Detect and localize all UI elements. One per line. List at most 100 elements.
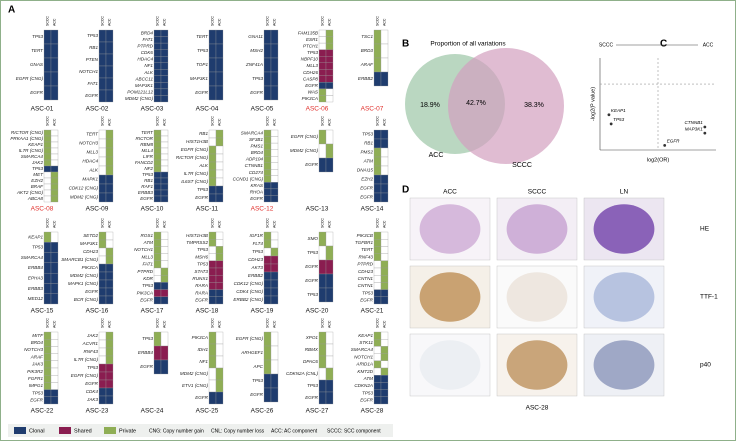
column-header: ACC (217, 220, 221, 228)
mutation-cell (43, 339, 52, 347)
mutation-cell (43, 85, 52, 101)
mutation-cell (380, 260, 389, 269)
mutation-cell (380, 183, 389, 194)
mutation-cell (380, 156, 389, 167)
venn-set-label: ACC (429, 152, 444, 159)
mutation-cell (380, 289, 389, 297)
mutation-cell (98, 363, 107, 373)
mutation-cell (153, 29, 162, 37)
mutation-cell (270, 255, 279, 265)
mutation-cell (160, 129, 169, 137)
point (609, 122, 613, 126)
mutation-cell (208, 137, 217, 147)
mutation-cell (270, 175, 279, 183)
gene-label: TP53 (197, 247, 208, 252)
mutation-cell (153, 165, 162, 173)
gene-label: EGFR (305, 83, 318, 88)
gene-label: FANCD2 (135, 160, 153, 165)
mutation-cell (318, 49, 327, 57)
mutation-cell (153, 331, 162, 347)
mutation-cell (373, 260, 382, 269)
mutation-cell (105, 387, 114, 397)
mutation-cell (380, 267, 389, 276)
mutation-cell (215, 145, 224, 155)
gene-label: EGFR (360, 298, 373, 303)
mutation-cell (318, 379, 327, 393)
mutation-cell (263, 287, 272, 297)
mutation-cell (50, 159, 59, 167)
gene-label: STAT3 (194, 269, 208, 274)
mutation-cell (105, 138, 114, 149)
point (703, 125, 707, 129)
gene-label: PTCH1 (303, 44, 319, 49)
mutation-cell (208, 267, 217, 276)
mutation-cell (98, 395, 107, 405)
gene-label: CDK6 (141, 50, 154, 55)
mutation-cell (98, 174, 107, 185)
mutation-cell (50, 177, 59, 185)
gene-label: JAK3 (86, 397, 98, 402)
mutation-cell (380, 360, 389, 369)
tissue (593, 204, 655, 254)
gene-label: KRAS (250, 183, 263, 188)
column-header: SCCC (265, 116, 269, 126)
mutation-cell (208, 289, 217, 297)
mutation-cell (43, 153, 52, 161)
patient-label: ASC-25 (196, 408, 219, 415)
mutation-cell (380, 43, 389, 59)
mutation-cell (43, 367, 52, 376)
mutation-cell (160, 42, 169, 50)
gene-label: ARHGEF1 (240, 350, 263, 355)
gene-label: EGFR (140, 196, 153, 201)
mutation-cell (98, 89, 107, 103)
gene-label: CASP8 (303, 76, 319, 81)
gene-label: BRD4 (141, 30, 154, 35)
gene-label: PMS2 (360, 150, 373, 155)
gene-label: ATM (363, 159, 374, 164)
gene-label: ERBB3 (138, 190, 154, 195)
mutation-cell (105, 65, 114, 79)
gene-label: EZH2 (31, 178, 43, 183)
column-header: ACC (107, 320, 111, 328)
venn-set-label: SCCC (512, 162, 532, 169)
gene-label: TP53 (32, 245, 43, 250)
mutation-cell (43, 331, 52, 340)
mutation-cell (160, 331, 169, 347)
mutation-cell (43, 159, 52, 167)
column-header: SCCC (155, 16, 159, 26)
mutation-cell (105, 271, 114, 281)
mutation-cell (153, 189, 162, 197)
gene-label: EGFR (CNG) (181, 147, 209, 152)
mutation-cell (215, 246, 224, 254)
mutation-cell (160, 135, 169, 143)
mutation-cell (373, 375, 382, 383)
gene-label: TP53 (362, 390, 373, 395)
mutation-cell (43, 57, 52, 73)
mutation-cell (98, 295, 107, 305)
gene-label: TP53 (362, 290, 373, 295)
mutation-cell (153, 296, 162, 305)
mutation-cell (105, 331, 114, 341)
mutation-cell (208, 193, 217, 203)
column-header: ACC (162, 220, 166, 228)
mutation-cell (215, 185, 224, 195)
gene-label: FGFR1 (28, 376, 44, 381)
mutation-cell (270, 43, 279, 59)
tissue (506, 204, 568, 254)
mutation-cell (270, 359, 279, 375)
gene-label: TP53 (307, 50, 318, 55)
gene-label: TP53 (142, 336, 153, 341)
gene-label: ERBB2 (CNG) (233, 297, 263, 302)
tissue (506, 272, 568, 322)
mutation-cell (325, 95, 334, 103)
mutation-cell (263, 279, 272, 289)
point-label: MAP3K1 (685, 126, 704, 131)
mutation-cell (50, 360, 59, 369)
mutation-cell (263, 239, 272, 249)
gene-label: ROS1 (140, 233, 153, 238)
mutation-cell (380, 174, 389, 185)
mutation-cell (325, 379, 334, 393)
mutation-cell (373, 367, 382, 376)
gene-label: MDM2 (CNG) (70, 195, 99, 200)
mutation-cell (160, 189, 169, 197)
